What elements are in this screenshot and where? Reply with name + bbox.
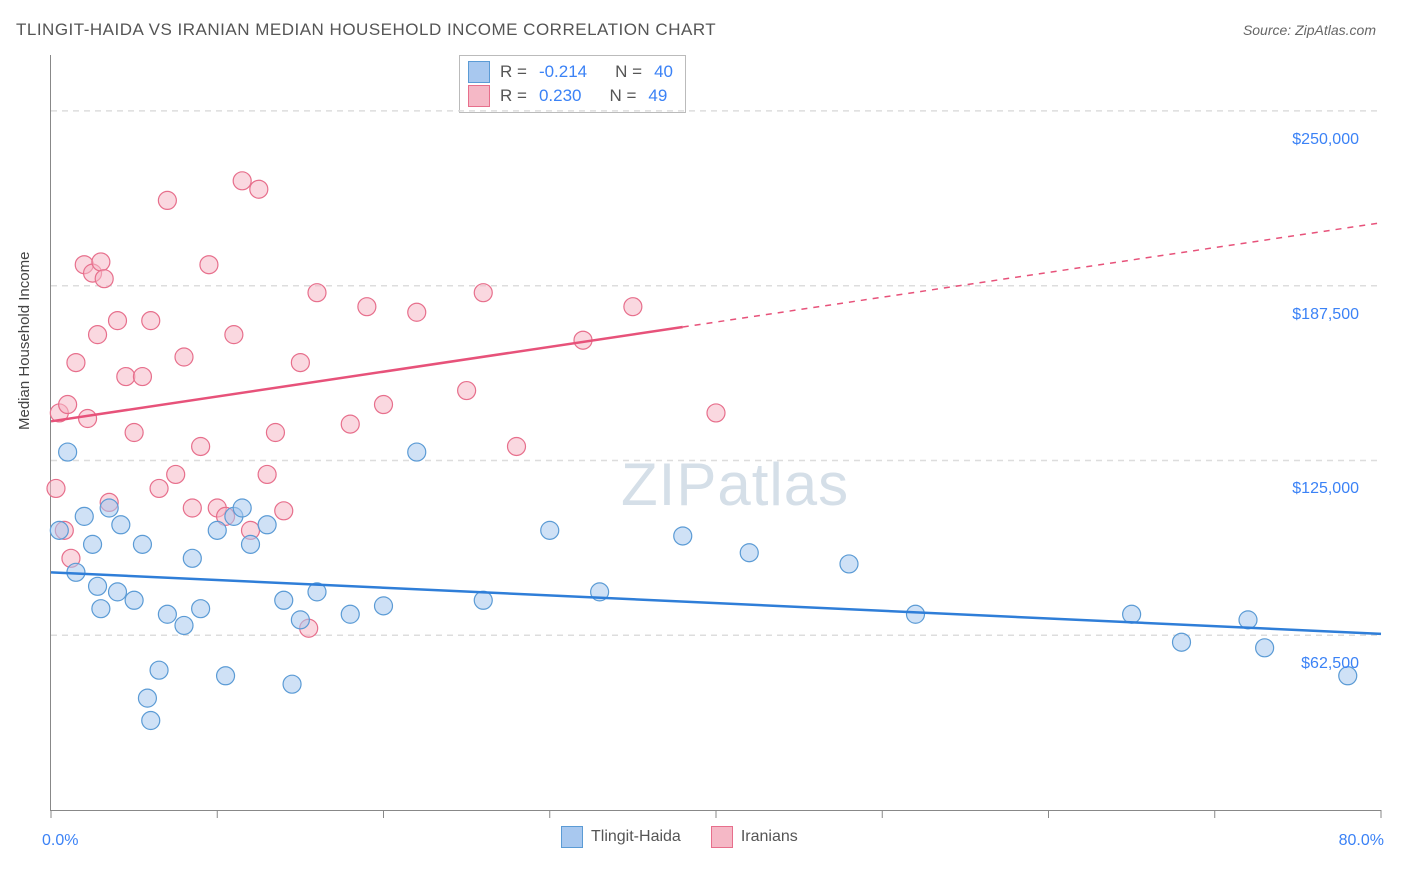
chart-title: TLINGIT-HAIDA VS IRANIAN MEDIAN HOUSEHOL… [16,20,716,40]
data-point [375,597,393,615]
data-point [740,544,758,562]
data-point [341,415,359,433]
data-point [158,191,176,209]
data-point [138,689,156,707]
data-point [474,284,492,302]
data-point [242,535,260,553]
data-point [250,180,268,198]
data-point [175,616,193,634]
data-point [67,354,85,372]
legend-item-iranian: Iranians [711,826,798,848]
data-point [175,348,193,366]
data-point [283,675,301,693]
data-point [1173,633,1191,651]
data-point [92,600,110,618]
legend-label-tlingit: Tlingit-Haida [591,828,681,846]
y-axis-label: Median Household Income [16,252,33,430]
data-point [1123,605,1141,623]
data-point [92,253,110,271]
data-point [358,298,376,316]
data-point [275,591,293,609]
data-point [117,368,135,386]
data-point [217,667,235,685]
data-point [59,443,77,461]
data-point [125,424,143,442]
data-point [109,312,127,330]
data-point [95,270,113,288]
data-point [133,535,151,553]
data-point [266,424,284,442]
data-point [907,605,925,623]
data-point [125,591,143,609]
data-point [79,410,97,428]
data-point [233,499,251,517]
data-point [100,499,118,517]
data-point [275,502,293,520]
series-legend: Tlingit-Haida Iranians [561,826,798,848]
data-point [291,354,309,372]
data-point [840,555,858,573]
data-point [375,396,393,414]
data-point [150,661,168,679]
data-point [200,256,218,274]
chart-source: Source: ZipAtlas.com [1243,22,1376,38]
data-point [508,437,526,455]
data-point [408,303,426,321]
data-point [89,326,107,344]
data-point [341,605,359,623]
data-point [707,404,725,422]
plot-area: ZIPatlas R = -0.214 N = 40 R = 0.230 N =… [50,55,1381,811]
data-point [142,312,160,330]
data-point [109,583,127,601]
data-point [50,521,68,539]
data-point [1256,639,1274,657]
legend-item-tlingit: Tlingit-Haida [561,826,681,848]
data-point [112,516,130,534]
data-point [84,535,102,553]
plot-svg [51,55,1381,810]
data-point [192,600,210,618]
data-point [408,443,426,461]
data-point [142,712,160,730]
data-point [158,605,176,623]
data-point [258,465,276,483]
data-point [674,527,692,545]
legend-swatch-tlingit [561,826,583,848]
x-axis-start: 0.0% [42,832,78,850]
data-point [291,611,309,629]
data-point [59,396,77,414]
data-point [75,507,93,525]
data-point [225,326,243,344]
data-point [474,591,492,609]
data-point [47,479,65,497]
trendline [51,572,1381,634]
data-point [258,516,276,534]
data-point [167,465,185,483]
chart-container: TLINGIT-HAIDA VS IRANIAN MEDIAN HOUSEHOL… [0,0,1406,892]
data-point [624,298,642,316]
y-tick-label: $250,000 [1292,131,1359,149]
data-point [458,382,476,400]
data-point [183,549,201,567]
legend-label-iranian: Iranians [741,828,798,846]
data-point [89,577,107,595]
data-point [192,437,210,455]
data-point [308,284,326,302]
trendline-extrapolated [683,223,1381,327]
data-point [208,521,226,539]
data-point [183,499,201,517]
x-axis-end: 80.0% [1339,832,1384,850]
data-point [133,368,151,386]
data-point [541,521,559,539]
y-tick-label: $62,500 [1301,655,1359,673]
data-point [233,172,251,190]
y-tick-label: $187,500 [1292,306,1359,324]
data-point [150,479,168,497]
legend-swatch-iranian [711,826,733,848]
y-tick-label: $125,000 [1292,480,1359,498]
